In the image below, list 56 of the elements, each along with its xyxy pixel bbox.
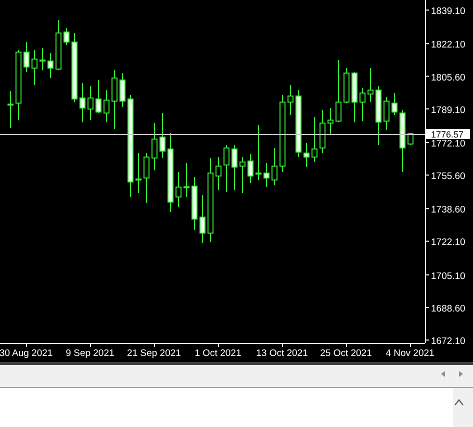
x-tick-label: 4 Nov 2021 <box>386 348 434 359</box>
candlestick <box>112 70 118 130</box>
candlestick <box>8 90 14 129</box>
x-tick-label: 9 Sep 2021 <box>66 348 114 359</box>
y-tick-label: 1738.60 <box>431 204 466 216</box>
candlestick <box>256 124 262 180</box>
y-tick-label: 1772.10 <box>431 138 466 150</box>
candlestick <box>328 108 334 136</box>
candlestick <box>184 162 190 198</box>
candlestick <box>152 122 158 171</box>
candlestick <box>232 144 238 191</box>
y-tick-label: 1789.10 <box>431 104 466 116</box>
candlestick <box>80 82 86 123</box>
y-tick-label: 1755.60 <box>431 171 466 182</box>
y-tick-label: 1839.10 <box>431 6 466 18</box>
candlestick <box>160 112 166 159</box>
ref-line-label: 1776.57 <box>431 130 464 140</box>
candlestick <box>216 156 222 191</box>
candlestick <box>224 144 230 193</box>
candlestick <box>384 96 390 131</box>
candlestick <box>40 48 46 71</box>
candlestick <box>24 42 30 73</box>
candlestick <box>248 154 254 184</box>
candlestick <box>200 194 206 244</box>
candlestick <box>64 28 70 46</box>
candlestick <box>360 88 366 122</box>
candlestick <box>48 52 54 79</box>
candlestick <box>272 147 278 186</box>
candlestick <box>304 142 310 168</box>
candlestick <box>288 84 294 116</box>
x-tick-label: 21 Sep 2021 <box>127 348 181 359</box>
candlestick <box>144 152 150 204</box>
candlestick <box>136 152 142 194</box>
candlestick <box>240 156 246 194</box>
y-tick-label: 1722.10 <box>431 237 466 248</box>
candlestick <box>120 72 126 108</box>
candlestick <box>264 162 270 188</box>
y-tick-label: 1705.10 <box>431 270 466 282</box>
candlestick <box>176 172 182 208</box>
y-tick-label: 1672.10 <box>431 336 466 348</box>
candlestick <box>336 60 342 123</box>
candlestick <box>104 90 110 123</box>
candlestick <box>32 49 38 86</box>
y-tick-label: 1688.60 <box>431 303 466 314</box>
candlestick <box>88 86 94 121</box>
candlestick <box>408 133 414 146</box>
y-tick-label: 1805.60 <box>431 72 466 84</box>
y-tick-label: 1822.10 <box>431 40 466 51</box>
x-tick-label: 30 Aug 2021 <box>0 348 53 359</box>
x-tick-label: 1 Oct 2021 <box>194 348 242 359</box>
candlestick <box>312 116 318 163</box>
candlestick <box>368 68 374 103</box>
x-tick-label: 25 Oct 2021 <box>320 348 372 359</box>
x-tick-label: 13 Oct 2021 <box>256 348 308 359</box>
candlestick <box>96 80 102 114</box>
candlestick <box>392 92 398 116</box>
